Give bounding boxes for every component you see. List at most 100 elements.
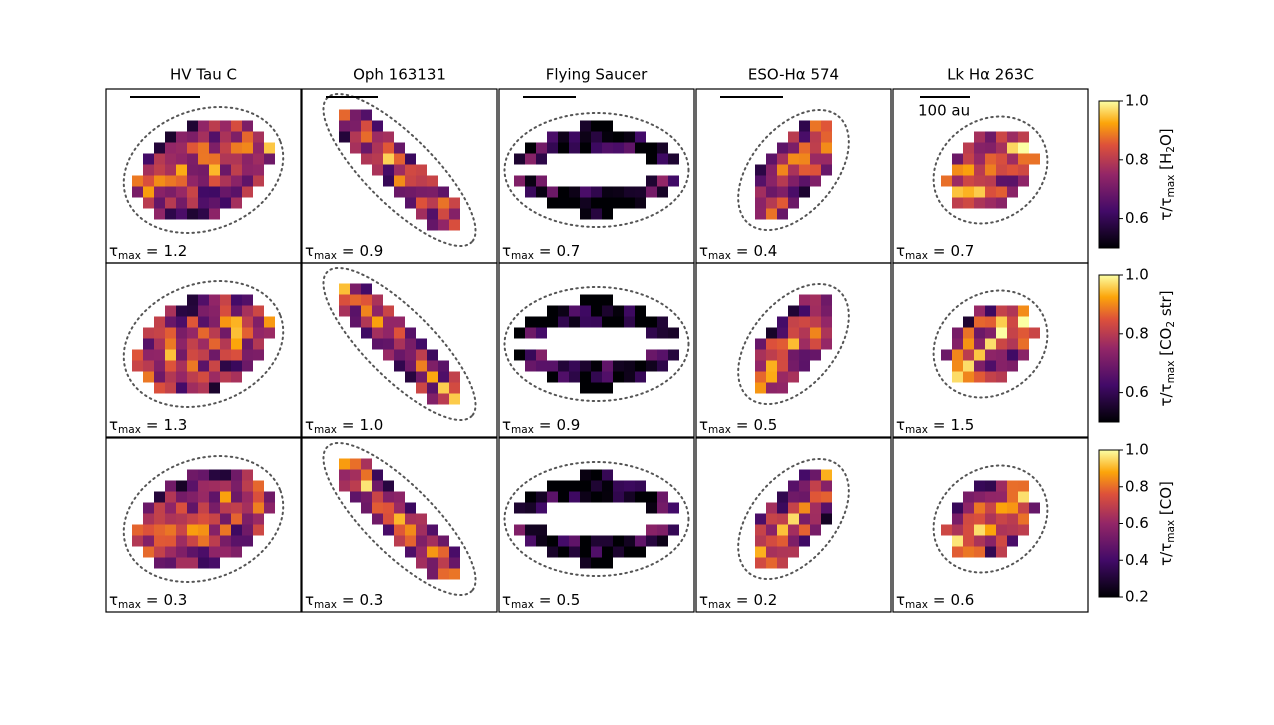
map-pixel <box>985 186 996 198</box>
map-pixel <box>755 513 766 525</box>
map-pixel <box>154 502 165 514</box>
map-pixel <box>416 513 427 525</box>
map-pixel <box>253 491 264 503</box>
map-pixel <box>176 327 187 339</box>
map-pixel <box>165 513 176 525</box>
map-pixel <box>613 131 624 143</box>
map-pixel <box>985 338 996 350</box>
map-pixel <box>209 349 220 361</box>
map-pixel <box>963 535 974 547</box>
map-pixel <box>821 502 832 514</box>
map-pixel <box>438 371 449 383</box>
panel: τmax = 1.5 <box>892 262 1089 438</box>
map-pixel <box>242 469 253 481</box>
map-pixel <box>143 338 154 350</box>
map-pixel <box>580 131 591 143</box>
map-pixel <box>963 371 974 383</box>
map-pixel <box>383 524 394 536</box>
map-pixel <box>350 294 361 306</box>
colorbar <box>1098 449 1120 598</box>
map-pixel <box>339 120 350 132</box>
map-pixel <box>361 480 372 492</box>
colorbar-label: τ/τmax [H2O] <box>1157 128 1178 220</box>
map-pixel <box>361 491 372 503</box>
map-pixel <box>952 349 963 361</box>
text-part: 2 <box>1165 146 1177 153</box>
column-title: ESO-Hα 574 <box>748 66 839 84</box>
map-pixel <box>777 208 788 220</box>
map-pixel <box>231 371 242 383</box>
map-pixel <box>602 305 613 317</box>
map-pixel <box>624 316 635 328</box>
map-pixel <box>253 131 264 143</box>
map-pixel <box>777 557 788 569</box>
map-pixel <box>198 305 209 317</box>
map-pixel <box>242 360 253 372</box>
map-pixel <box>165 305 176 317</box>
map-pixel <box>985 305 996 317</box>
map-pixel <box>657 502 668 514</box>
source-outline <box>322 266 477 422</box>
map-pixel <box>187 524 198 536</box>
map-pixel <box>242 294 253 306</box>
text-part: 0.3 <box>164 591 188 609</box>
text-part: τ/τ <box>1157 198 1175 221</box>
map-pixel <box>209 557 220 569</box>
map-pixel <box>339 458 350 470</box>
text-part: 0.4 <box>754 242 778 260</box>
colorbar-tick-label: 0.8 <box>1125 150 1149 168</box>
map-pixel <box>536 524 547 536</box>
map-pixel <box>547 186 558 198</box>
map-pixel <box>1007 480 1018 492</box>
map-pixel <box>154 338 165 350</box>
panel: τmax = 0.7 <box>892 88 1089 264</box>
map-pixel <box>985 327 996 339</box>
map-pixel <box>657 349 668 361</box>
map-pixel <box>974 327 985 339</box>
map-pixel <box>580 546 591 558</box>
map-pixel <box>952 327 963 339</box>
map-pixel <box>602 197 613 209</box>
map-pixel <box>198 557 209 569</box>
map-pixel <box>996 153 1007 165</box>
map-pixel <box>427 371 438 383</box>
map-pixel <box>985 142 996 154</box>
map-pixel <box>810 120 821 132</box>
map-pixel <box>755 382 766 394</box>
map-pixel <box>187 546 198 558</box>
map-pixel <box>646 153 657 165</box>
colorbar <box>1098 274 1120 423</box>
map-pixel <box>755 349 766 361</box>
map-pixel <box>777 197 788 209</box>
text-part: τ <box>699 591 708 609</box>
map-pixel <box>372 164 383 176</box>
text-part: τ/τ <box>1157 543 1175 566</box>
map-pixel <box>985 535 996 547</box>
map-pixel <box>646 186 657 198</box>
map-pixel <box>602 546 613 558</box>
map-pixel <box>996 186 1007 198</box>
map-pixel <box>427 186 438 198</box>
map-pixel <box>361 458 372 470</box>
map-pixel <box>788 142 799 154</box>
map-pixel <box>766 382 777 394</box>
text-part: max <box>708 599 731 611</box>
map-pixel <box>788 153 799 165</box>
map-pixel <box>525 491 536 503</box>
map-pixel <box>154 349 165 361</box>
map-pixel <box>657 175 668 187</box>
map-pixel <box>788 131 799 143</box>
map-pixel <box>350 316 361 328</box>
map-pixel <box>536 316 547 328</box>
map-pixel <box>1007 491 1018 503</box>
map-pixel <box>668 153 679 165</box>
map-pixel <box>242 316 253 328</box>
text-part: max <box>118 250 141 262</box>
map-pixel <box>427 175 438 187</box>
panel: τmax = 0.2 <box>695 437 892 613</box>
map-pixel <box>187 153 198 165</box>
column-title: Flying Saucer <box>546 66 648 84</box>
map-pixel <box>635 131 646 143</box>
map-pixel <box>394 513 405 525</box>
map-pixel <box>766 524 777 536</box>
